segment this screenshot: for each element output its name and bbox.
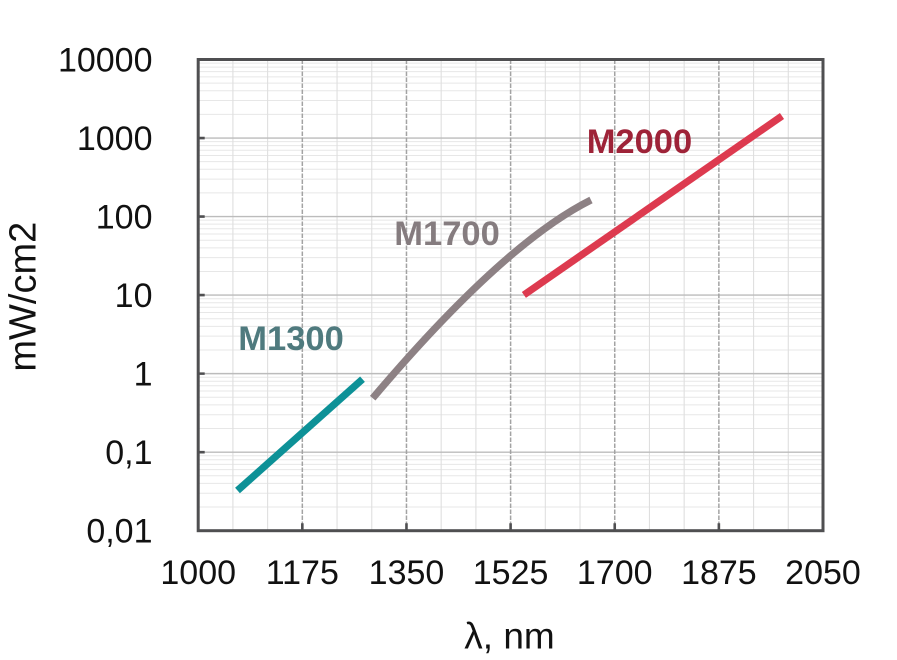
svg-text:M1300: M1300: [238, 320, 343, 358]
svg-text:M1700: M1700: [394, 215, 500, 253]
svg-text:1175: 1175: [266, 554, 339, 592]
svg-text:0,01: 0,01: [86, 513, 152, 551]
svg-text:mW/cm2: mW/cm2: [3, 222, 45, 372]
svg-text:1000: 1000: [160, 554, 236, 592]
svg-text:1350: 1350: [369, 554, 445, 592]
svg-text:10: 10: [115, 277, 153, 315]
svg-text:1700: 1700: [577, 554, 653, 592]
svg-text:M2000: M2000: [587, 123, 693, 161]
svg-text:100: 100: [96, 199, 153, 237]
svg-text:1525: 1525: [473, 554, 549, 592]
svg-text:λ, nm: λ, nm: [464, 616, 554, 657]
svg-text:1875: 1875: [681, 554, 757, 592]
svg-text:1: 1: [134, 356, 153, 394]
svg-text:1000: 1000: [77, 120, 153, 158]
svg-text:10000: 10000: [58, 42, 153, 80]
svg-text:2050: 2050: [785, 554, 861, 592]
svg-text:0,1: 0,1: [105, 434, 152, 472]
